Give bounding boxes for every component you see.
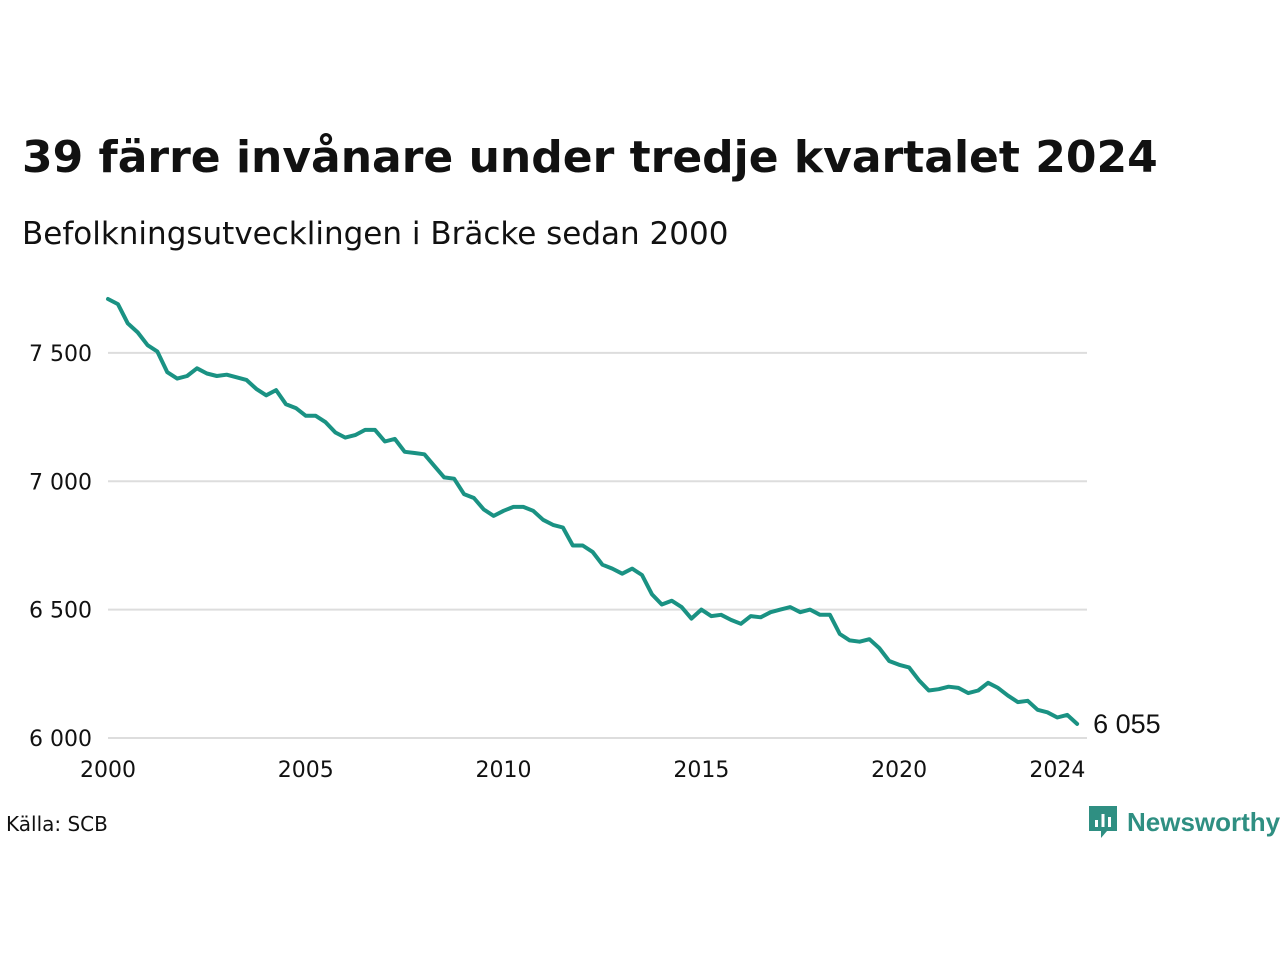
y-axis-ticks: 6 000 6 500 7 000 7 500 (29, 342, 92, 752)
brand-logo: Newsworthy (1087, 804, 1280, 840)
y-tick-label: 6 500 (29, 599, 92, 624)
newsworthy-logo-icon (1089, 806, 1117, 838)
source-note: Källa: SCB (6, 812, 108, 836)
chart-title: 39 färre invånare under tredje kvartalet… (22, 132, 1158, 183)
gridlines (108, 351, 1087, 739)
x-tick-label: 2020 (871, 758, 927, 783)
y-tick-label: 6 000 (29, 727, 92, 752)
x-tick-label: 2024 (1029, 758, 1085, 783)
chart-subtitle: Befolkningsutvecklingen i Bräcke sedan 2… (22, 216, 729, 252)
end-value-label: 6 055 (1093, 709, 1161, 739)
x-tick-label: 2010 (476, 758, 532, 783)
x-tick-label: 2000 (80, 758, 136, 783)
x-axis-ticks: 2000 2005 2010 2015 2020 2024 (80, 758, 1085, 783)
y-tick-label: 7 500 (29, 342, 92, 367)
y-tick-label: 7 000 (29, 470, 92, 495)
x-tick-label: 2015 (673, 758, 729, 783)
brand-name: Newsworthy (1127, 806, 1280, 837)
series-line (106, 297, 1080, 726)
end-label-layer: 6 055 (1093, 709, 1161, 739)
x-tick-label: 2005 (278, 758, 334, 783)
series-layer (106, 297, 1080, 726)
